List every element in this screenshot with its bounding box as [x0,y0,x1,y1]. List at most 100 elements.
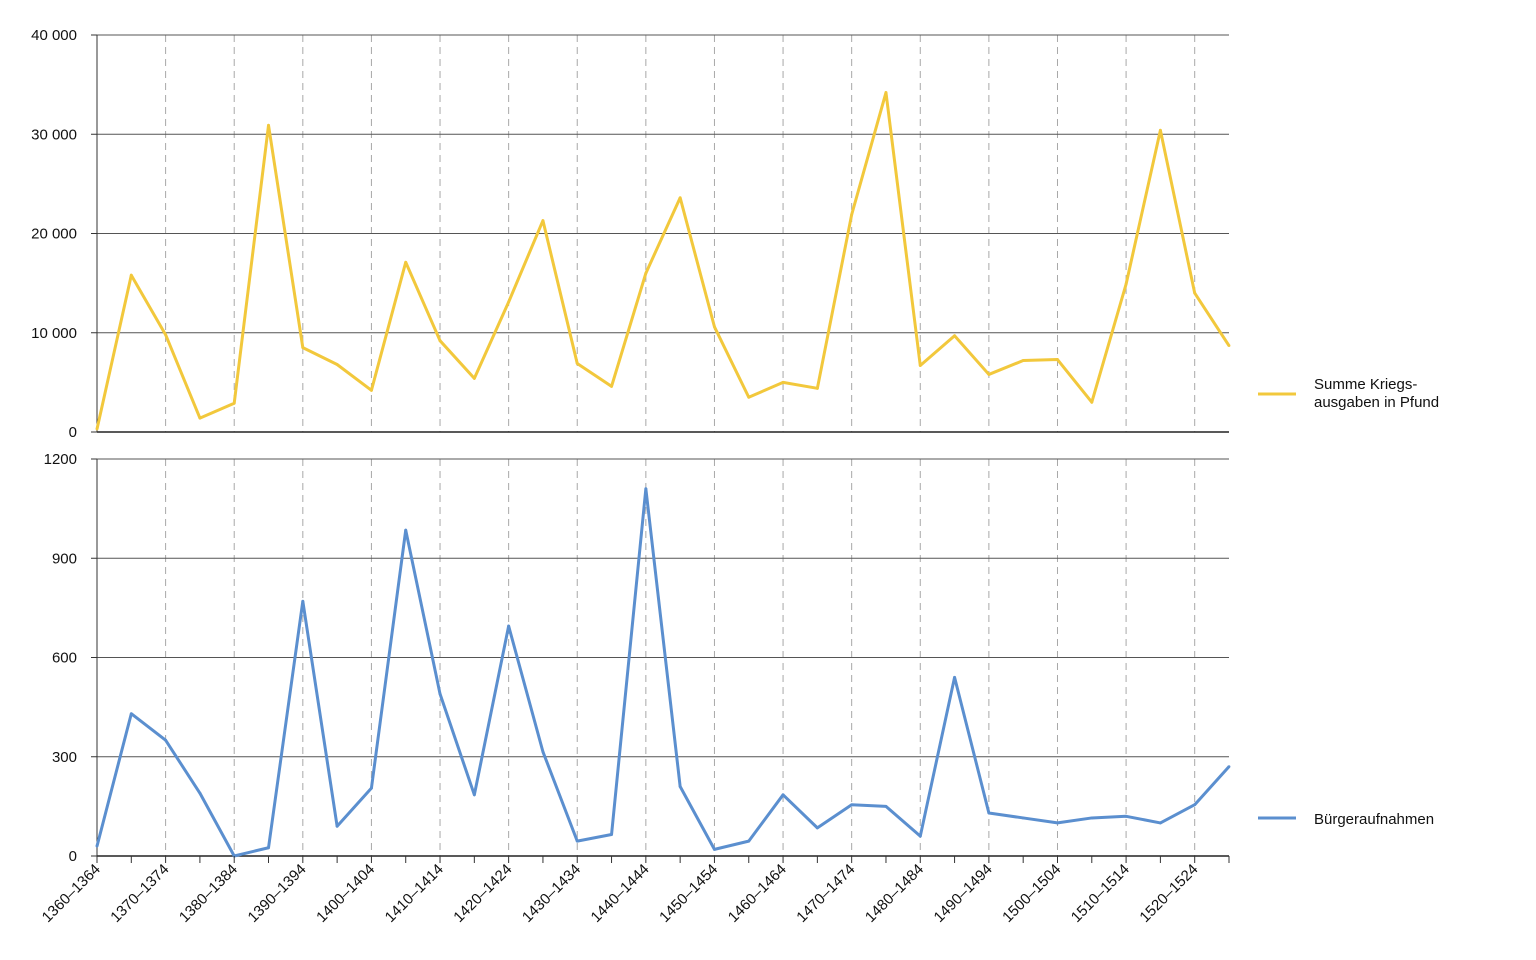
citizen-admissions-data-point [781,793,785,797]
citizen-admissions-data-point [815,826,819,830]
legend-label-citizen-admissions: Bürgeraufnahmen [1314,811,1434,828]
citizen-admissions-data-point [541,750,545,754]
x-tick-label: 1500–1504 [999,861,1064,926]
war-expenses-data-point [781,380,785,384]
legend-label-war-expenses: Summe Kriegs-ausgaben in Pfund [1314,376,1439,411]
war-expenses-data-point [164,333,168,337]
citizen-admissions-data-point [1227,765,1231,769]
citizen-admissions-data-point [1193,803,1197,807]
war-expenses-ytick-label: 30 000 [31,126,77,143]
citizen-admissions-ytick-label: 600 [52,650,77,667]
citizen-admissions-data-point [1158,821,1162,825]
citizen-admissions-data-point [953,675,956,679]
war-expenses-data-point [507,300,511,304]
citizen-admissions-data-point [507,624,511,628]
x-tick-label: 1480–1484 [862,861,927,926]
x-tick-label: 1390–1394 [245,861,310,926]
x-tick-label: 1410–1414 [382,861,447,926]
war-expenses-data-point [678,196,682,200]
citizen-admissions-data-point [404,528,408,532]
citizen-admissions-panel: 0 300 600 900 1200 [44,451,1231,865]
war-expenses-data-point [198,416,202,420]
war-expenses-ytick-label: 10 000 [31,325,77,342]
war-expenses-data-point [713,325,716,329]
war-expenses-data-point [1021,359,1025,362]
citizen-admissions-data-point [472,793,476,797]
citizen-admissions-data-point [987,811,991,815]
war-expenses-data-point [335,363,339,366]
x-tick-label: 1440–1444 [588,861,653,926]
citizen-admissions-series-line [95,487,1231,858]
citizen-admissions-data-point [884,804,888,808]
x-axis: 1360–1364 1370–1374 1380–1384 1390–1394 1400… [39,856,1230,926]
x-tick-label: 1510–1514 [1068,861,1133,926]
war-expenses-data-point [1227,344,1231,348]
x-tick-label: 1450–1454 [656,861,721,926]
war-expenses-data-point [541,219,545,222]
x-tick-label: 1460–1464 [725,861,790,926]
war-expenses-data-point [301,346,305,350]
citizen-admissions-data-point [335,824,339,828]
war-expenses-series-line [95,91,1231,430]
citizen-admissions-data-point [164,738,168,742]
x-tick-label: 1370–1374 [107,861,172,926]
war-expenses-data-point [884,91,888,94]
x-tick-label: 1360–1364 [39,861,104,926]
war-expenses-data-point [815,386,819,390]
citizen-admissions-data-point [678,785,682,788]
citizen-admissions-data-point [747,839,751,843]
citizen-admissions-data-point [713,847,716,851]
citizen-admissions-ytick-label: 1200 [44,451,77,468]
war-expenses-data-point [918,364,922,367]
x-tick-label: 1430–1434 [519,861,584,926]
war-expenses-data-point [438,339,442,343]
citizen-admissions-data-point [198,791,202,795]
war-expenses-ytick-label: 0 [69,424,77,441]
citizen-admissions-data-point [438,692,442,696]
war-expenses-data-point [1090,400,1094,404]
citizen-admissions-data-point [129,712,133,716]
war-expenses-data-point [644,271,648,275]
war-expenses-data-point [95,427,99,431]
war-expenses-data-point [129,273,133,277]
citizen-admissions-data-point [1056,821,1059,825]
war-expenses-data-point [1193,291,1197,295]
citizen-admissions-data-point [644,487,648,491]
citizen-admissions-data-point [610,833,613,836]
war-expenses-data-point [1158,128,1162,132]
war-expenses-ytick-label: 40 000 [31,27,77,44]
citizen-admissions-data-point [95,844,99,848]
war-expenses-data-point [1124,282,1128,286]
war-expenses-data-point [850,213,854,217]
war-expenses-data-point [747,395,751,399]
citizen-admissions-data-point [267,846,270,850]
citizen-admissions-data-point [850,803,854,807]
citizen-admissions-ytick-label: 0 [69,848,77,865]
war-expenses-ytick-label: 20 000 [31,226,77,243]
x-tick-label: 1400–1404 [313,861,378,926]
war-expenses-data-point [232,401,236,405]
citizen-admissions-data-point [575,839,579,843]
war-expenses-data-point [987,373,991,376]
war-expenses-data-point [472,377,476,380]
citizen-admissions-data-point [301,599,305,603]
citizen-admissions-data-point [1021,816,1025,820]
citizen-admissions-ytick-label: 300 [52,749,77,766]
war-expenses-data-point [370,388,373,392]
legends: Summe Kriegs-ausgaben in Pfund Bürgeraufn… [1258,376,1439,828]
citizen-admissions-ytick-label: 900 [52,550,77,567]
citizen-admissions-data-point [1090,816,1094,820]
war-expenses-data-point [267,123,270,127]
war-expenses-data-point [404,260,408,264]
x-tick-label: 1470–1474 [793,861,858,926]
x-tick-label: 1490–1494 [931,861,996,926]
x-tick-label: 1420–1424 [450,861,515,926]
citizen-admissions-data-point [1124,814,1128,818]
war-expenses-data-point [575,362,579,365]
war-expenses-data-point [1056,358,1059,361]
x-tick-label: 1380–1384 [176,861,241,926]
war-expenses-panel: 0 10 000 20 000 30 000 40 000 [31,27,1231,441]
war-expenses-data-point [610,384,613,388]
x-tick-label: 1520–1524 [1136,861,1201,926]
